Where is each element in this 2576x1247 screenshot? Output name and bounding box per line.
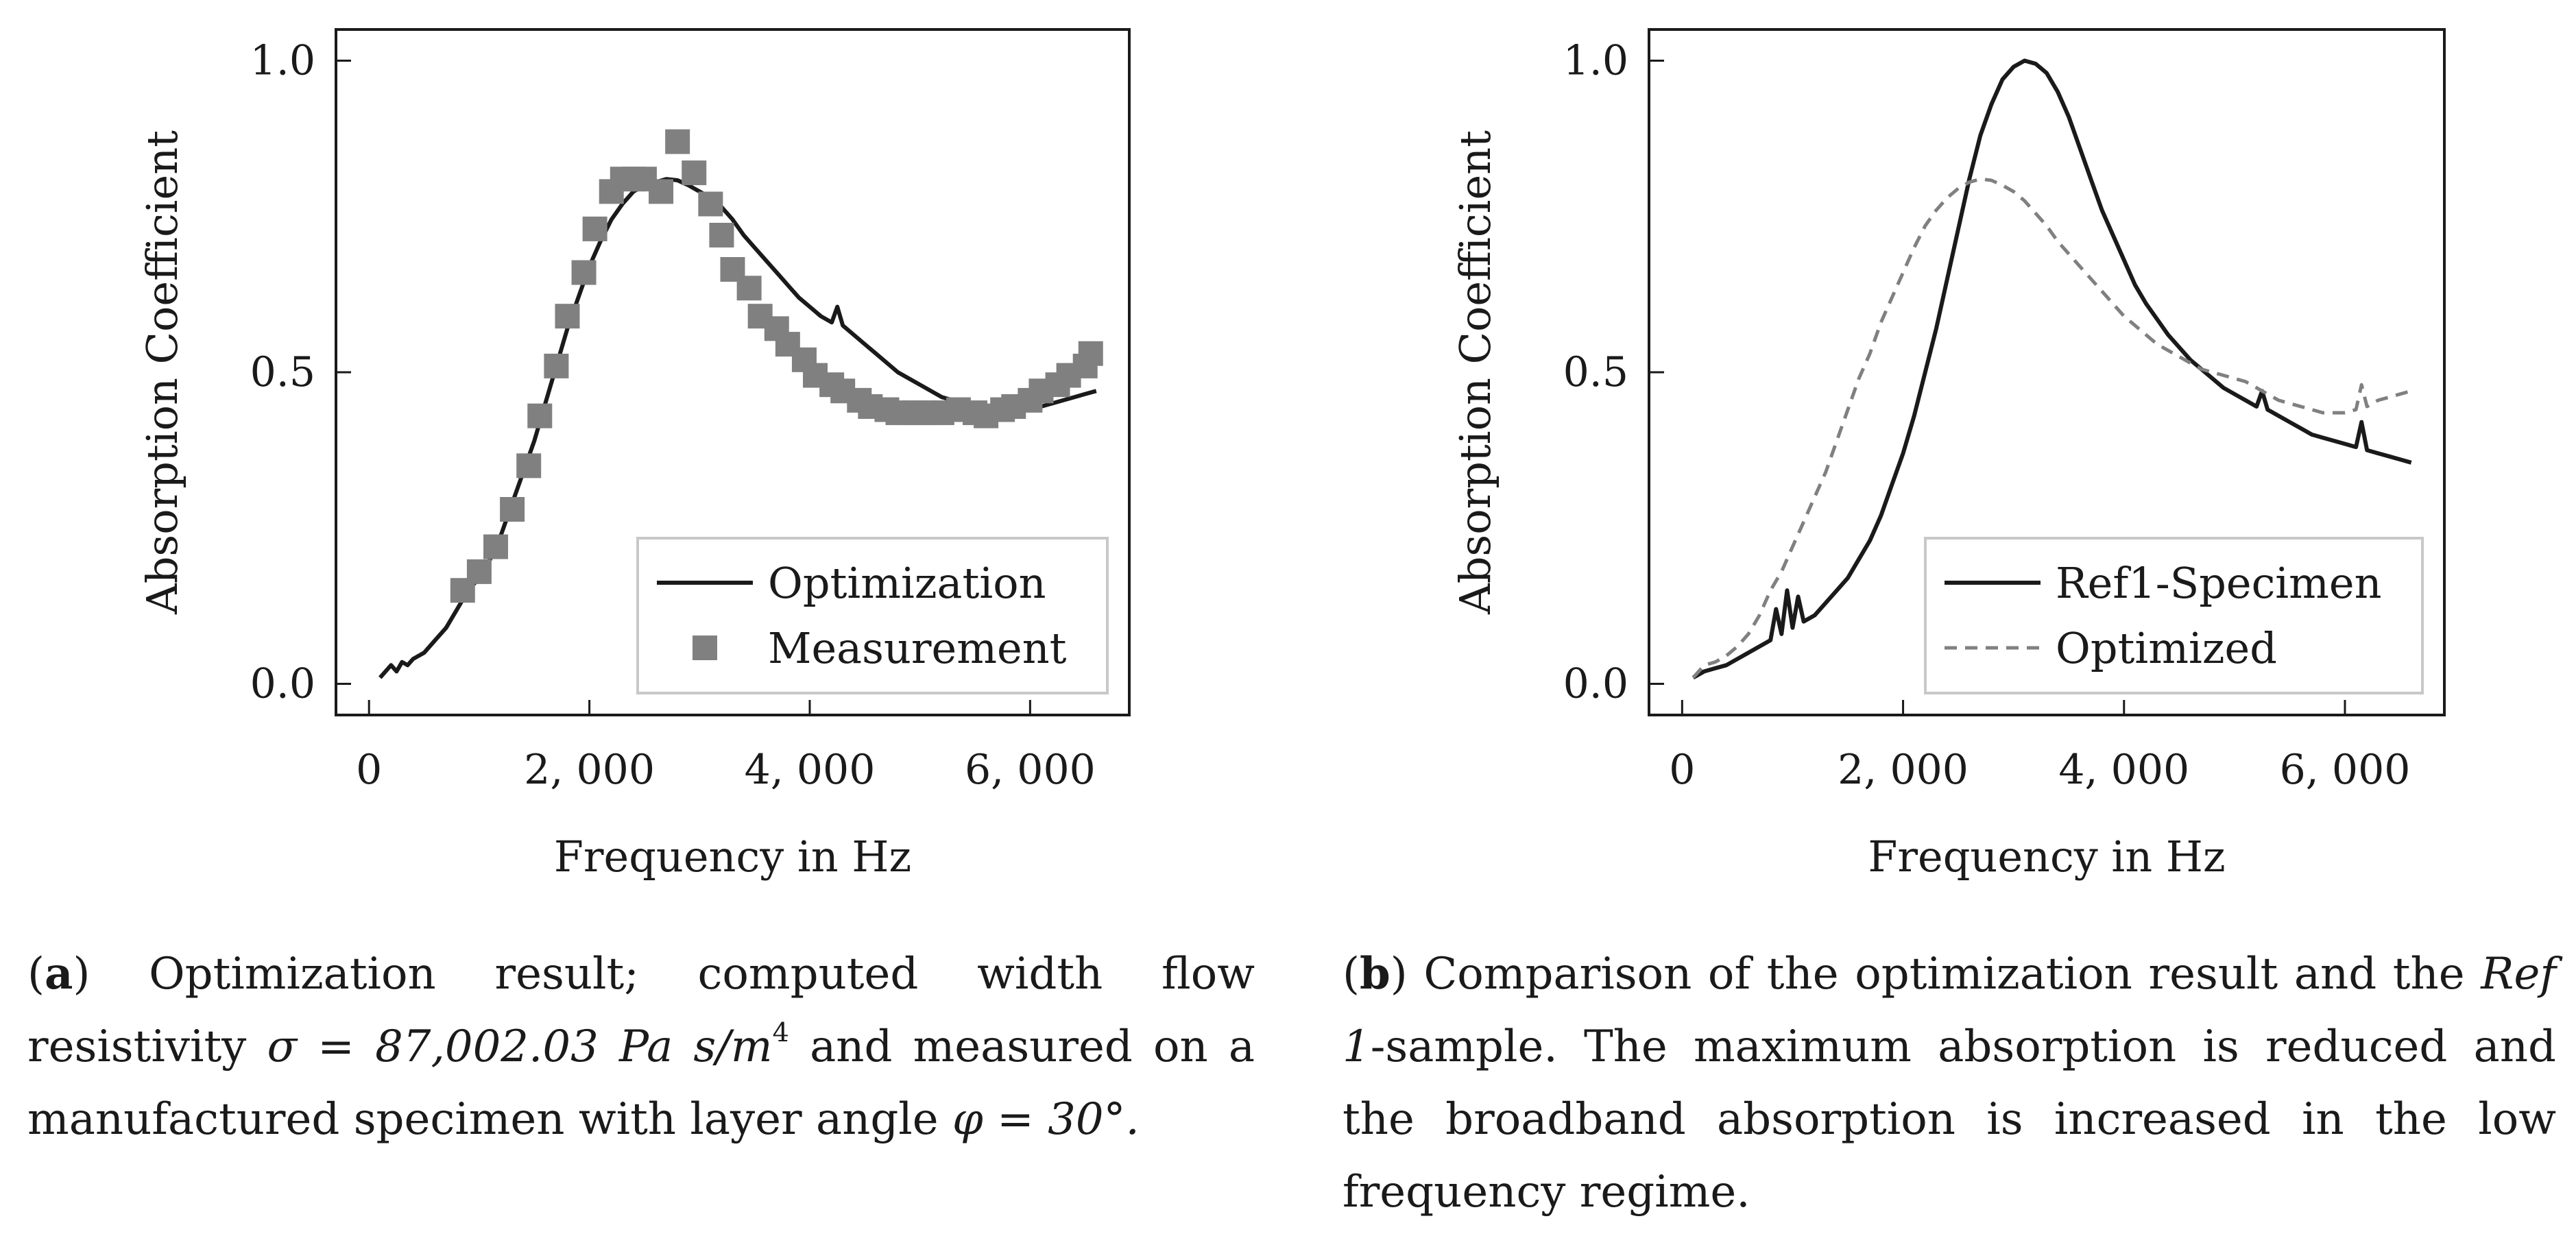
panel-a-x-axis-label: Frequency in Hz xyxy=(554,832,911,882)
panel-a-legend-box xyxy=(636,537,1109,694)
chart-panel-a: 0 2, 000 4, 000 6, 000 0.0 0.5 1.0 Frequency in… xyxy=(137,28,1131,882)
panel-a-series-2-point xyxy=(571,260,597,285)
panel-b-x-tick-label: 2, 000 xyxy=(1838,746,1969,794)
panel-a-x-tick-label: 4, 000 xyxy=(745,746,876,794)
panel-a-y-tick-label: 0.0 xyxy=(250,660,315,708)
caption-a-phi: φ = 30°. xyxy=(952,1094,1140,1145)
panel-a-series-2-point xyxy=(500,497,525,522)
panel-a-series-2-point xyxy=(582,216,607,241)
panel-a-series-2-point xyxy=(649,179,674,204)
caption-b: (b) Comparison of the optimization resul… xyxy=(1343,948,2556,1218)
panel-b-x-axis-label: Frequency in Hz xyxy=(1868,832,2225,882)
panel-a-series-2-point xyxy=(736,276,762,301)
panel-a-plot-area xyxy=(378,129,1103,679)
panel-a-legend-entry-1-label: Optimization xyxy=(768,558,1046,608)
panel-a-series-2-point xyxy=(1078,341,1103,366)
panel-a-legend-entry-2-label: Measurement xyxy=(768,623,1067,673)
panel-b-legend-box xyxy=(1924,537,2424,694)
panel-a-x-tick-label: 6, 000 xyxy=(965,746,1096,794)
caption-a-text-2: and measured on a manufactured specimen … xyxy=(27,1021,1255,1145)
panel-b-y-tick-label: 0.5 xyxy=(1563,348,1628,396)
panel-a-series-2-point xyxy=(483,534,509,559)
chart-panel-b: 0 2, 000 4, 000 6, 000 0.0 0.5 1.0 Frequency in… xyxy=(1450,28,2446,882)
panel-b-y-tick-label: 0.0 xyxy=(1563,660,1628,708)
panel-a-series-2-point xyxy=(466,559,492,584)
panel-b-y-tick-label: 1.0 xyxy=(1563,36,1628,84)
caption-b-text-1: Comparison of the optimization result an… xyxy=(1407,949,2481,1000)
caption-a-exponent: 4 xyxy=(772,1017,789,1049)
panel-a-x-tick-label: 2, 000 xyxy=(524,746,655,794)
caption-b-text-2: -sample. The maximum absorption is reduc… xyxy=(1343,1021,2556,1218)
caption-b-ref: Ref 1 xyxy=(1343,949,2556,1072)
caption-a-text-1: Optimization result; computed width flow… xyxy=(27,949,1255,1072)
panel-a-series-2-point xyxy=(665,129,690,154)
panel-a-series-2-point xyxy=(544,353,569,378)
panel-a-series-2-point xyxy=(682,160,707,186)
caption-a-sigma: σ = 87,002.03 Pa s/m xyxy=(267,1021,773,1072)
panel-a-plot-frame xyxy=(335,28,1131,716)
caption-b-label: b xyxy=(1359,948,1391,1000)
panel-b-y-axis-label: Absorption Coefficient xyxy=(1450,130,1500,615)
panel-a-legend-entry-2-swatch xyxy=(693,635,717,660)
panel-a-series-2-point xyxy=(698,191,723,217)
panel-b-series-1-line xyxy=(1692,58,2412,680)
panel-b-plot-area xyxy=(1692,58,2412,680)
panel-a-y-axis-label: Absorption Coefficient xyxy=(137,130,187,615)
panel-a-series-2-point xyxy=(516,453,542,479)
panel-a-x-tick-label: 0 xyxy=(356,746,382,794)
panel-b-x-tick-label: 6, 000 xyxy=(2280,746,2411,794)
panel-b-plot-frame xyxy=(1648,28,2446,716)
panel-b-legend-entry-1-label: Ref1-Specimen xyxy=(2056,558,2382,608)
panel-b-x-tick-label: 4, 000 xyxy=(2058,746,2189,794)
panel-a-series-2-point xyxy=(555,304,580,329)
caption-a: (a) Optimization result; computed width … xyxy=(27,948,1255,1145)
panel-a-series-2-point xyxy=(709,223,734,247)
caption-a-label: a xyxy=(44,948,73,1000)
panel-a-y-tick-label: 0.5 xyxy=(250,348,315,396)
panel-a-legend: Optimization Measurement xyxy=(636,537,1109,694)
panel-a-y-tick-label: 1.0 xyxy=(250,36,315,84)
panel-b-x-tick-label: 0 xyxy=(1669,746,1695,794)
panel-b-legend: Ref1-Specimen Optimized xyxy=(1924,537,2424,694)
panel-b-legend-entry-2-label: Optimized xyxy=(2056,623,2277,673)
panel-b-series-2-line xyxy=(1692,177,2412,679)
panel-a-series-2-point xyxy=(527,403,553,428)
